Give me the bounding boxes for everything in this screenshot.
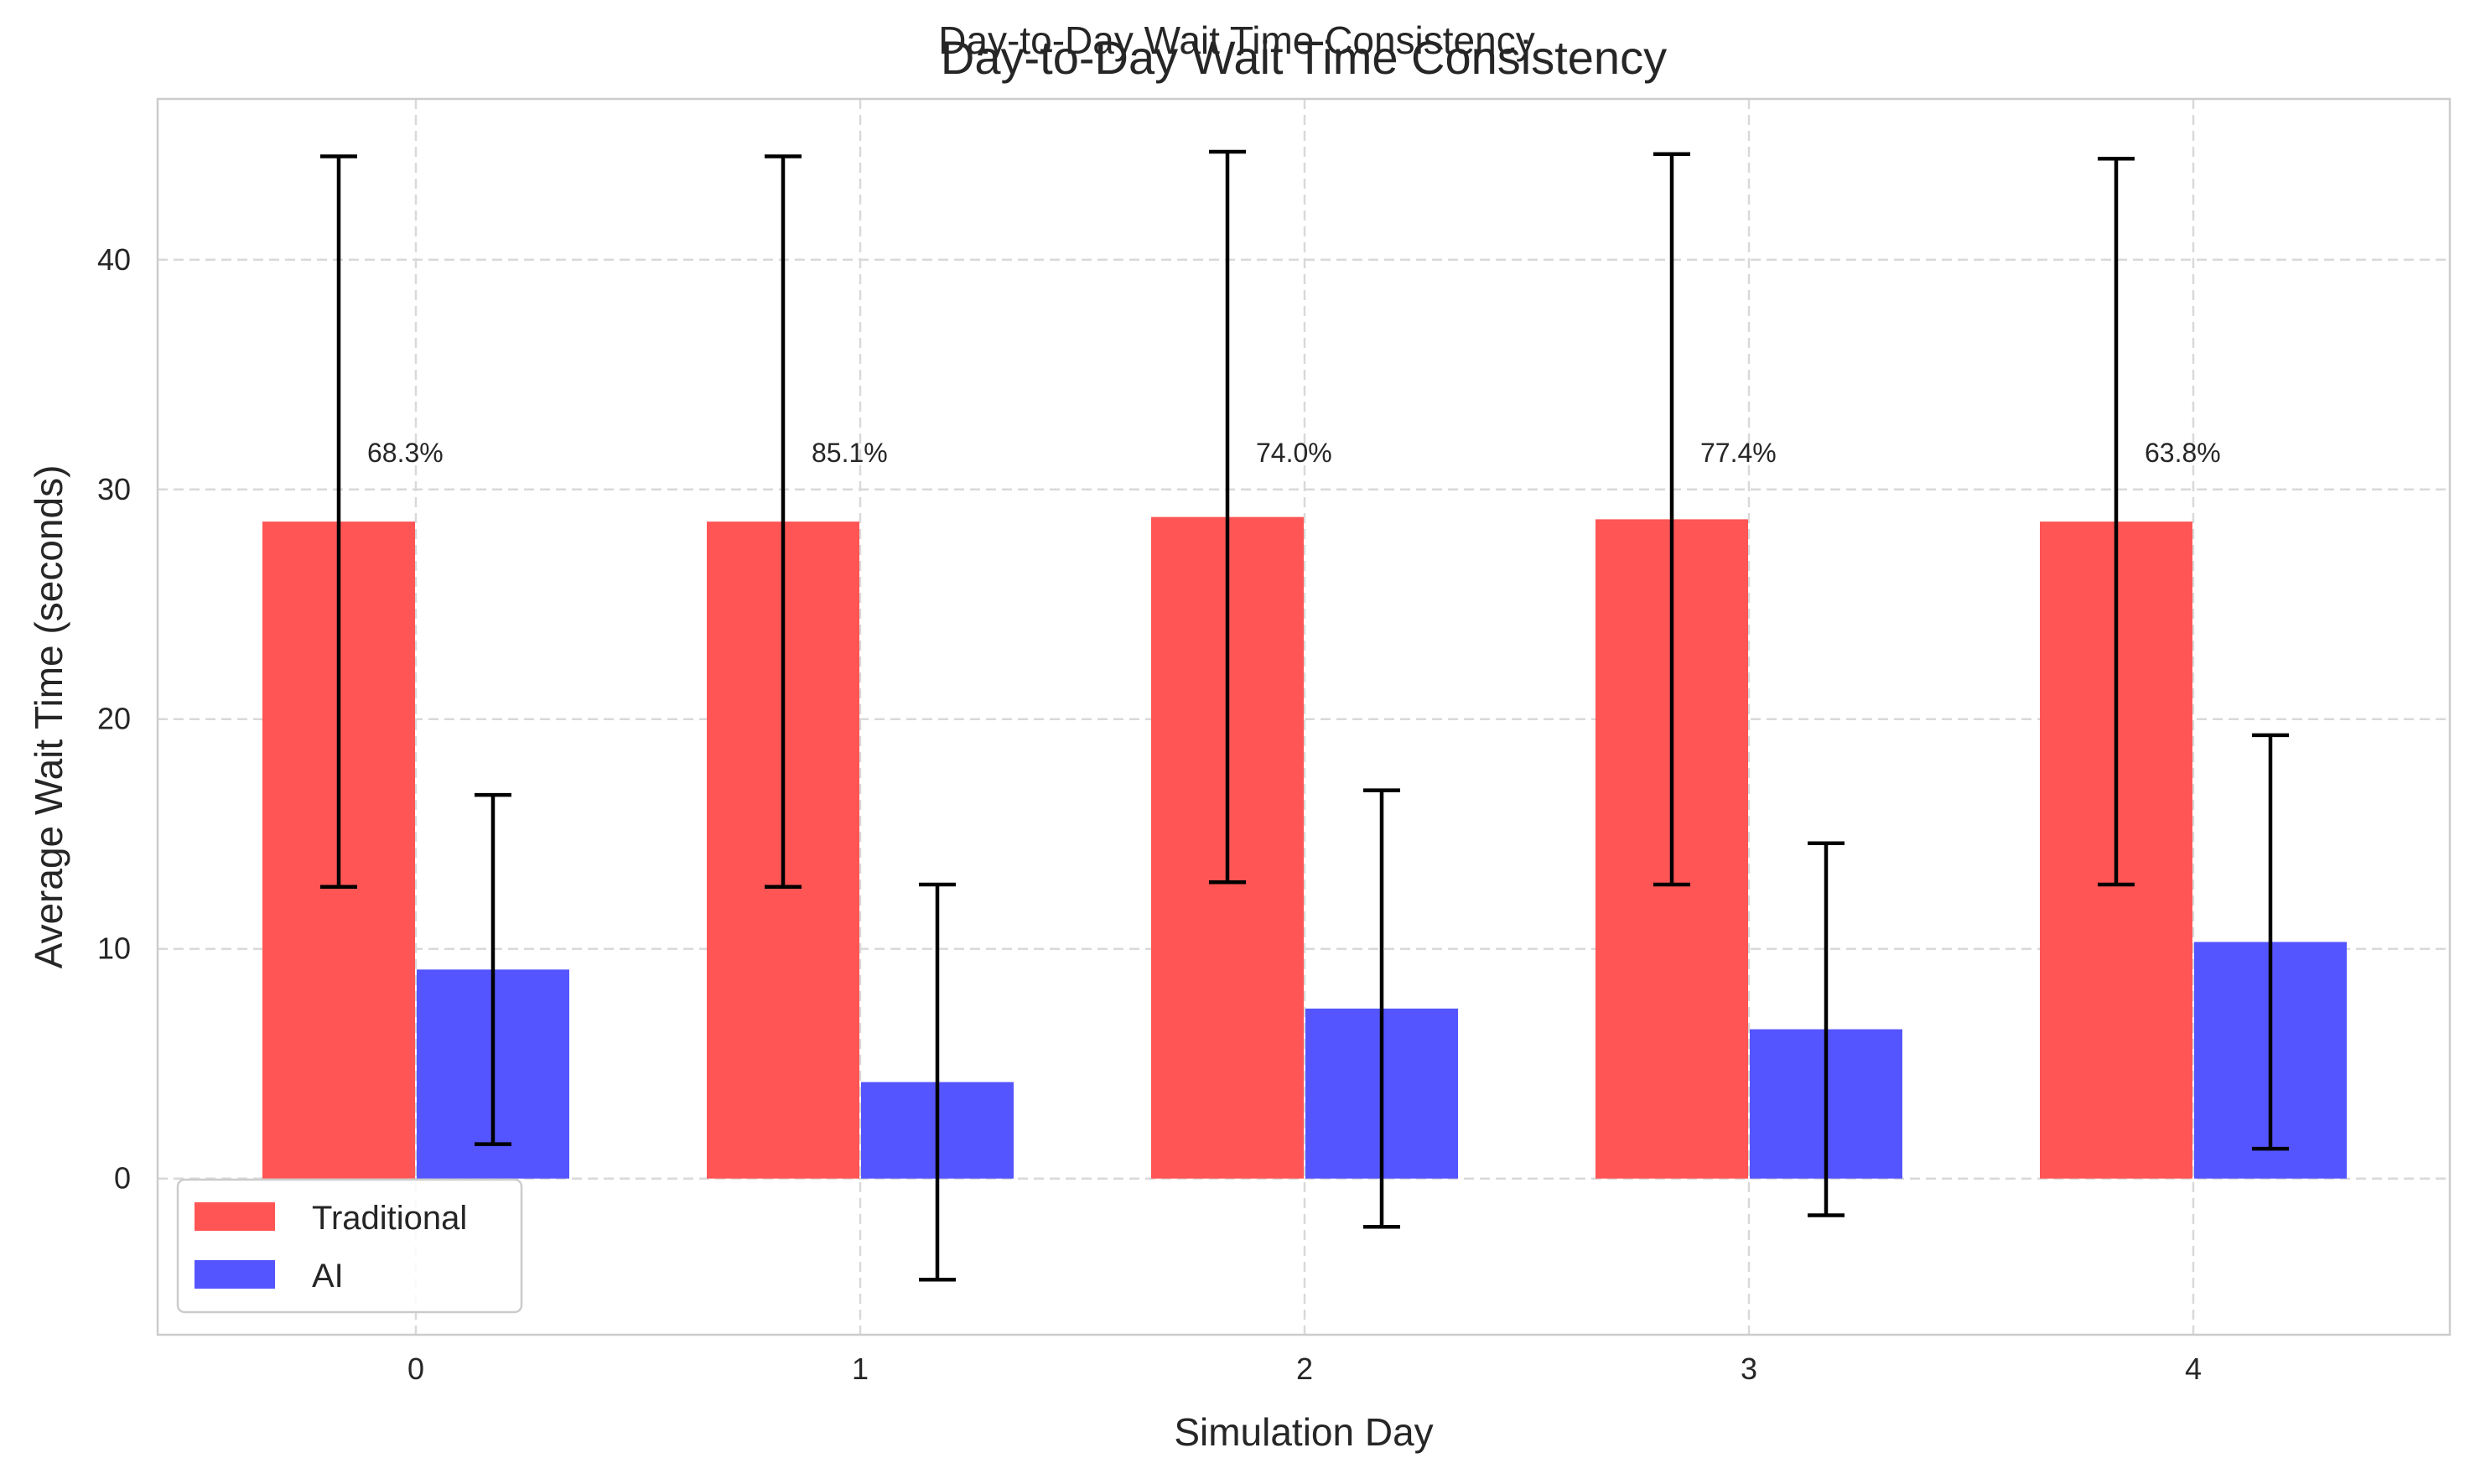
- legend-swatch-ai: [195, 1260, 275, 1289]
- chart-title: Day-to-Day Wait Time Consistency: [941, 31, 1667, 84]
- y-axis-label: Average Wait Time (seconds): [27, 465, 70, 969]
- error-bars: [320, 149, 2289, 1282]
- annotations: 68.3% 85.1% 74.0% 77.4% 63.8%: [367, 438, 2221, 468]
- y-tick-label: 0: [114, 1161, 131, 1196]
- x-tick-label: 1: [852, 1352, 869, 1386]
- y-tick-label: 10: [97, 931, 131, 966]
- improvement-label: 68.3%: [367, 438, 444, 468]
- y-tick-label: 30: [97, 472, 131, 506]
- legend-label-traditional: Traditional: [312, 1200, 467, 1237]
- plot-frame: [156, 97, 2452, 1336]
- x-tick-label: 4: [2185, 1352, 2202, 1386]
- legend-label-ai: AI: [312, 1258, 344, 1295]
- x-tick-label: 3: [1741, 1352, 1757, 1386]
- tick-labels: 0 10 20 30 40 0 1 2 3 4: [97, 242, 2202, 1386]
- improvement-label: 74.0%: [1256, 438, 1332, 468]
- legend-swatch-traditional: [195, 1202, 275, 1231]
- x-tick-label: 0: [407, 1352, 424, 1386]
- y-tick-label: 20: [97, 702, 131, 736]
- improvement-label: 63.8%: [2145, 438, 2221, 468]
- y-tick-label: 40: [97, 242, 131, 277]
- improvement-label: 77.4%: [1700, 438, 1777, 468]
- x-tick-label: 2: [1296, 1352, 1313, 1386]
- x-axis-label: Simulation Day: [1174, 1410, 1433, 1454]
- improvement-label: 85.1%: [812, 438, 888, 468]
- legend: Traditional AI: [176, 1178, 523, 1314]
- figure-suptitle: Day-to-Day Wait Time Consistency: [938, 18, 1534, 62]
